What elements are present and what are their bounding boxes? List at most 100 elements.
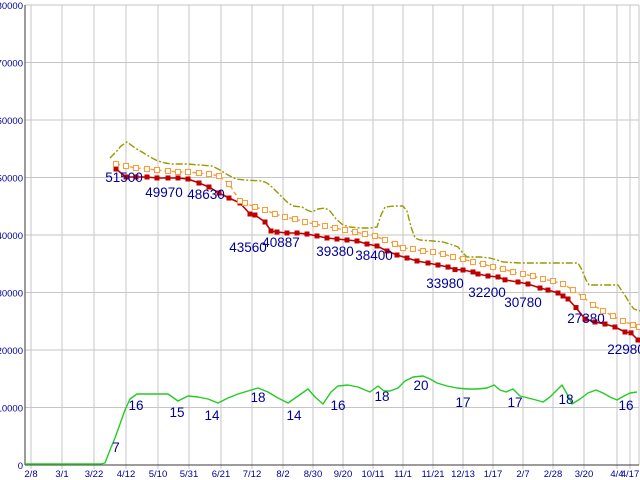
- series-red-series-marker: [144, 174, 150, 180]
- series-orange-series-marker: [560, 280, 566, 287]
- series-red-series-marker: [247, 211, 253, 217]
- data-label: 43560: [229, 240, 267, 255]
- data-label: 48630: [187, 187, 225, 202]
- series-red-series-marker: [344, 237, 350, 243]
- series-red-series-marker: [354, 238, 360, 244]
- series-red-series-marker: [133, 174, 139, 180]
- data-label: 17: [507, 395, 522, 410]
- series-orange-series-marker: [630, 321, 636, 328]
- series-orange-series-marker: [342, 226, 348, 233]
- series-red-series-marker: [635, 337, 640, 343]
- series-orange-series-marker: [480, 260, 486, 267]
- x-axis-label: 3/1: [55, 469, 68, 480]
- series-orange-series-marker: [620, 318, 626, 325]
- data-label: 49970: [145, 185, 183, 200]
- series-orange-series-marker: [332, 224, 338, 231]
- series-red-series-marker: [414, 258, 420, 264]
- series-red-series-marker: [175, 175, 181, 181]
- x-axis-label: 10/11: [361, 469, 384, 480]
- series-orange-series-marker: [242, 199, 248, 206]
- series-red-series-marker: [394, 252, 400, 258]
- series-red-series-marker: [515, 279, 521, 285]
- data-label: 32200: [468, 285, 506, 300]
- series-red-series-marker: [502, 277, 508, 283]
- series-orange-series-marker: [420, 247, 426, 254]
- y-axis-label: 70000: [0, 59, 23, 70]
- data-label: 14: [286, 408, 302, 423]
- y-axis-label: 50000: [0, 174, 23, 185]
- series-red-series-marker: [226, 195, 232, 201]
- series-red-series-marker: [495, 274, 501, 280]
- series-orange-series-marker: [440, 250, 446, 257]
- series-red-series-marker: [334, 236, 340, 242]
- series-orange-series-marker: [392, 241, 398, 248]
- series-orange-series-marker: [292, 216, 298, 223]
- series-orange-series-marker: [196, 170, 202, 177]
- series-orange-series-marker: [540, 275, 546, 282]
- y-axis-label: 10000: [0, 404, 23, 415]
- series-red-series-marker: [274, 229, 280, 235]
- x-axis-label: 12/13: [451, 469, 475, 480]
- data-label: 7: [112, 440, 120, 455]
- series-orange-series-marker: [410, 245, 416, 252]
- series-red-series-marker: [384, 248, 390, 254]
- y-axis-label: 40000: [0, 231, 23, 242]
- series-orange-series-marker: [226, 180, 232, 187]
- series-orange-series-marker: [144, 165, 150, 172]
- series-red-series-marker: [525, 281, 531, 287]
- x-axis-label: 11/1: [394, 469, 412, 480]
- series-orange-series-marker: [154, 167, 160, 174]
- y-axis-label: 80000: [0, 1, 23, 12]
- series-olive-series-line: [109, 141, 640, 312]
- series-red-series-marker: [294, 230, 300, 236]
- series-orange-series-marker: [175, 168, 181, 175]
- series-red-series-marker: [252, 212, 258, 218]
- series-orange-series-marker: [590, 301, 596, 308]
- x-axis-label: 8/2: [276, 469, 289, 480]
- series-orange-series-marker: [185, 168, 191, 175]
- series-orange-series-marker: [382, 237, 388, 244]
- series-orange-series-marker: [450, 254, 456, 261]
- series-red-series-marker: [485, 273, 491, 279]
- y-axis-label: 20000: [0, 346, 23, 357]
- data-label: 22980: [607, 342, 640, 357]
- x-axis-label: 7/12: [243, 469, 262, 480]
- series-orange-series-marker: [123, 163, 129, 169]
- y-axis-label: 30000: [0, 289, 23, 300]
- series-red-series-marker: [573, 305, 579, 311]
- series-red-series-marker: [460, 267, 466, 273]
- series-orange-series-marker: [352, 229, 358, 236]
- series-orange-series-marker: [510, 268, 516, 275]
- series-red-series-marker: [262, 219, 268, 225]
- series-orange-series-marker: [262, 206, 268, 213]
- series-red-series-marker: [602, 321, 608, 327]
- series-orange-series-marker: [600, 308, 606, 315]
- data-label: 16: [618, 398, 633, 413]
- series-orange-series-marker: [272, 211, 278, 218]
- series-red-series-marker: [470, 269, 476, 275]
- series-orange-series-marker: [216, 173, 222, 180]
- series-red-series-marker: [582, 316, 588, 322]
- series-red-series-marker: [154, 175, 160, 181]
- series-orange-series-marker: [520, 270, 526, 277]
- series-orange-series-marker: [252, 203, 258, 210]
- x-axis-label: 4/12: [117, 469, 136, 480]
- x-axis-label: 11/21: [421, 469, 444, 480]
- series-red-series-marker: [475, 271, 481, 277]
- series-orange-series-marker: [206, 170, 212, 177]
- data-label: 16: [330, 398, 345, 413]
- series-orange-series-marker: [133, 165, 139, 172]
- series-red-series-marker: [622, 329, 628, 335]
- series-orange-series-marker: [460, 255, 466, 262]
- data-label: 18: [250, 390, 265, 405]
- x-axis-label: 3/22: [85, 469, 104, 480]
- series-orange-series-marker: [430, 249, 436, 256]
- series-red-series-marker: [374, 243, 380, 249]
- x-axis-label: 8/30: [304, 469, 323, 480]
- series-orange-series-marker: [322, 222, 328, 229]
- series-red-series-marker: [612, 324, 618, 330]
- x-axis-label: 9/20: [334, 469, 353, 480]
- series-red-series-marker: [123, 174, 129, 180]
- y-axis-label: 0: [18, 461, 23, 472]
